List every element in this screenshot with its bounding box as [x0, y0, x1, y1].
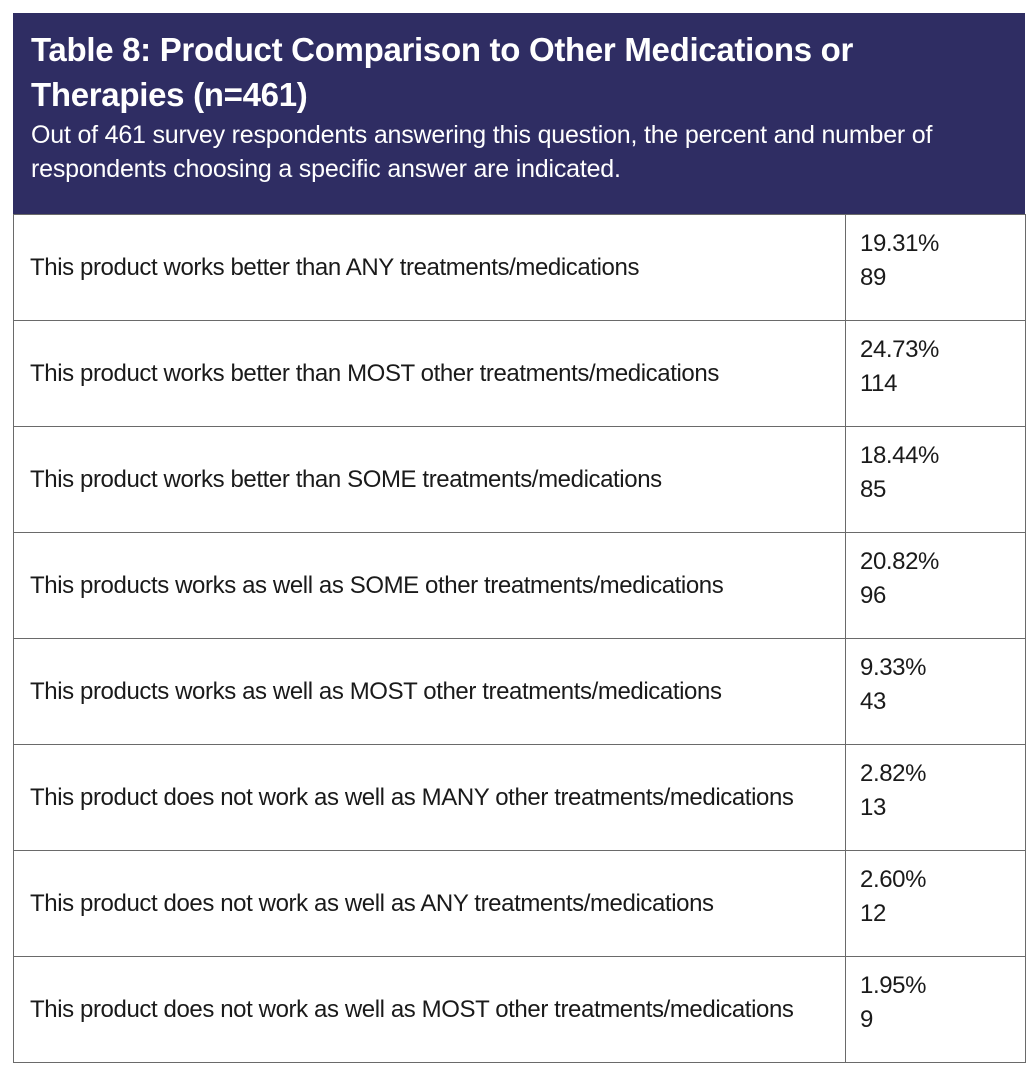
answer-value: 2.60% 12 [845, 850, 1026, 957]
answer-count: 85 [860, 476, 886, 503]
answer-label: This product works better than MOST othe… [13, 320, 846, 427]
table-row: This products works as well as SOME othe… [13, 532, 1026, 639]
table-row: This product does not work as well as MA… [13, 744, 1026, 851]
answer-percent: 1.95% [860, 972, 927, 999]
answer-count: 96 [860, 582, 886, 609]
results-table: This product works better than ANY treat… [13, 214, 1026, 1063]
answer-count: 43 [860, 688, 886, 715]
answer-value: 2.82% 13 [845, 744, 1026, 851]
answer-value: 1.95% 9 [845, 956, 1026, 1063]
answer-count: 12 [860, 900, 886, 927]
answer-count: 114 [860, 370, 898, 397]
answer-value: 9.33% 43 [845, 638, 1026, 745]
answer-label: This products works as well as MOST othe… [13, 638, 846, 745]
answer-count: 89 [860, 264, 886, 291]
table-title: Table 8: Product Comparison to Other Med… [31, 31, 854, 113]
table-row: This product does not work as well as MO… [13, 956, 1026, 1063]
answer-label: This products works as well as SOME othe… [13, 532, 846, 639]
answer-percent: 20.82% [860, 548, 939, 575]
table-row: This product works better than SOME trea… [13, 426, 1026, 533]
table-row: This products works as well as MOST othe… [13, 638, 1026, 745]
answer-value: 18.44% 85 [845, 426, 1026, 533]
answer-count: 9 [860, 1006, 873, 1033]
answer-percent: 18.44% [860, 442, 939, 469]
table-header: Table 8: Product Comparison to Other Med… [13, 13, 1025, 214]
answer-value: 24.73% 114 [845, 320, 1026, 427]
table-subtitle: Out of 461 survey respondents answering … [31, 121, 933, 183]
answer-percent: 2.82% [860, 760, 927, 787]
answer-label: This product does not work as well as MA… [13, 744, 846, 851]
answer-percent: 19.31% [860, 230, 939, 257]
table-row: This product works better than ANY treat… [13, 214, 1026, 321]
answer-label: This product works better than ANY treat… [13, 214, 846, 321]
answer-label: This product works better than SOME trea… [13, 426, 846, 533]
table-row: This product does not work as well as AN… [13, 850, 1026, 957]
table-row: This product works better than MOST othe… [13, 320, 1026, 427]
answer-label: This product does not work as well as MO… [13, 956, 846, 1063]
answer-percent: 2.60% [860, 866, 927, 893]
answer-value: 20.82% 96 [845, 532, 1026, 639]
answer-value: 19.31% 89 [845, 214, 1026, 321]
answer-count: 13 [860, 794, 886, 821]
comparison-table: Table 8: Product Comparison to Other Med… [13, 13, 1026, 1074]
answer-label: This product does not work as well as AN… [13, 850, 846, 957]
answer-percent: 9.33% [860, 654, 927, 681]
answer-percent: 24.73% [860, 336, 939, 363]
